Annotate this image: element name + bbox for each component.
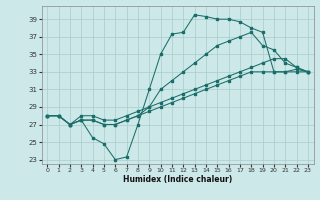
X-axis label: Humidex (Indice chaleur): Humidex (Indice chaleur) [123, 175, 232, 184]
